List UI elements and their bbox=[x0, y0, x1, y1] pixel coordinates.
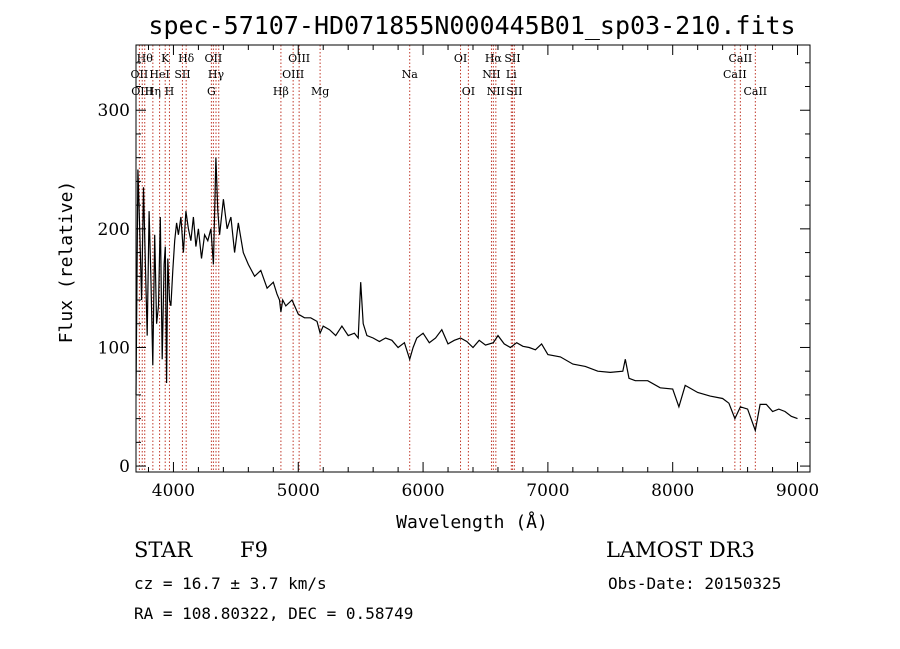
spectral-line-labels: OII OIII Hθ Hη HeI K H SII Hδ G OII Hγ Hβ OIII OIII Mg N… bbox=[131, 52, 768, 98]
line-label: SII bbox=[506, 85, 522, 98]
line-label: Hβ bbox=[273, 85, 289, 98]
x-axis-label: Wavelength (Å) bbox=[396, 511, 548, 533]
line-label: OI bbox=[454, 52, 467, 65]
axis-ticks: 4000 5000 6000 7000 8000 9000 0 100 200 300 bbox=[98, 45, 819, 501]
line-label: OI bbox=[462, 85, 475, 98]
line-label: Hθ bbox=[137, 52, 154, 65]
y-axis-label: Flux (relative) bbox=[56, 181, 77, 344]
line-label: Mg bbox=[311, 85, 329, 98]
x-tick-label: 6000 bbox=[401, 481, 444, 501]
coordinates: RA = 108.80322, DEC = 0.58749 bbox=[134, 604, 414, 623]
line-label: CaII bbox=[743, 85, 767, 98]
y-tick-label: 0 bbox=[119, 457, 130, 477]
object-subclass: F9 bbox=[240, 538, 268, 562]
line-label: OIII bbox=[288, 52, 310, 65]
line-label: OII bbox=[131, 68, 149, 81]
x-tick-label: 8000 bbox=[651, 481, 694, 501]
line-label: SII bbox=[174, 68, 190, 81]
observation-date: Obs-Date: 20150325 bbox=[608, 574, 782, 593]
line-label: OIII bbox=[282, 68, 304, 81]
y-tick-label: 300 bbox=[98, 101, 130, 121]
line-label: Hα bbox=[485, 52, 503, 65]
y-tick-label: 200 bbox=[98, 220, 130, 240]
line-label: NII bbox=[482, 68, 500, 81]
line-label: NII bbox=[487, 85, 505, 98]
line-label: SII bbox=[504, 52, 520, 65]
line-label: Hδ bbox=[178, 52, 195, 65]
survey-name: LAMOST DR3 bbox=[606, 538, 755, 562]
chart-title: spec-57107-HD071855N000445B01_sp03-210.f… bbox=[148, 11, 795, 40]
line-label: HeI bbox=[149, 68, 169, 81]
line-label: CaII bbox=[723, 68, 747, 81]
y-tick-label: 100 bbox=[98, 338, 130, 358]
spectral-line-markers bbox=[138, 45, 756, 472]
line-label: Hη bbox=[145, 85, 161, 98]
redshift-cz: cz = 16.7 ± 3.7 km/s bbox=[134, 574, 327, 593]
line-label: Na bbox=[402, 68, 419, 81]
line-label: H bbox=[165, 85, 175, 98]
flux-series-line bbox=[135, 157, 798, 433]
line-label: Hγ bbox=[208, 68, 225, 81]
line-label: CaII bbox=[729, 52, 753, 65]
line-label: OIII bbox=[131, 85, 153, 98]
object-class: STAR bbox=[134, 538, 193, 562]
plot-frame bbox=[135, 44, 811, 473]
x-tick-label: 5000 bbox=[277, 481, 320, 501]
line-label: K bbox=[161, 52, 170, 65]
x-tick-label: 9000 bbox=[776, 481, 819, 501]
line-label: G bbox=[207, 85, 216, 98]
line-label: OII bbox=[205, 52, 223, 65]
x-tick-label: 7000 bbox=[526, 481, 569, 501]
x-tick-label: 4000 bbox=[152, 481, 195, 501]
line-label: Li bbox=[506, 68, 517, 81]
